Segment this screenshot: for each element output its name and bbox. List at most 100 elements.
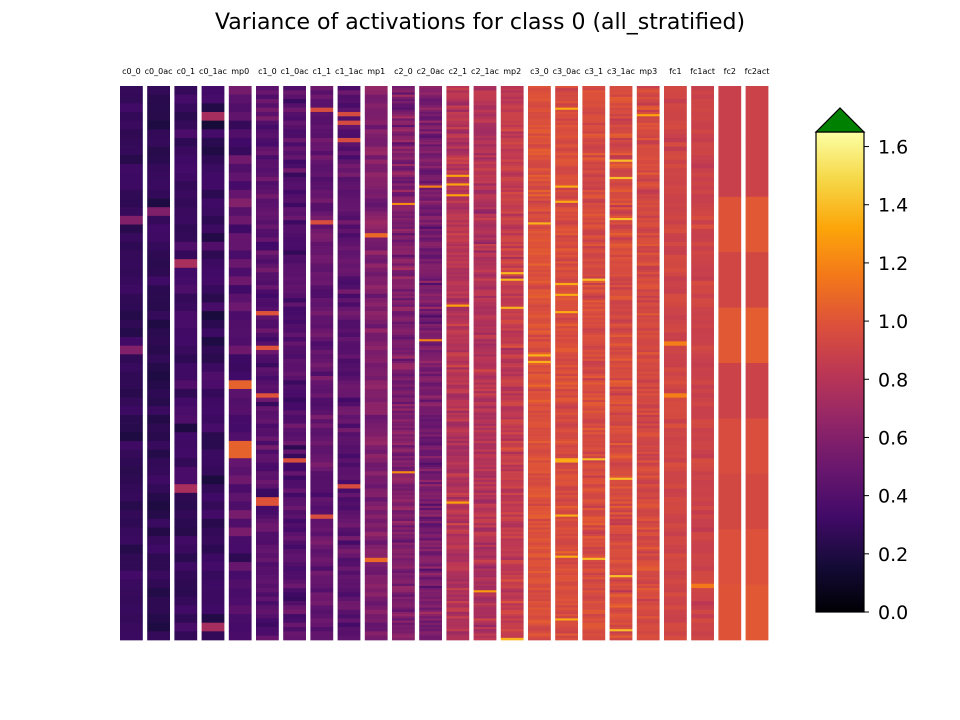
heatmap-cell — [528, 98, 551, 102]
heatmap-cell — [419, 354, 442, 357]
heatmap-cell — [419, 637, 442, 641]
heatmap-cell — [528, 551, 551, 554]
heatmap-cell — [609, 269, 633, 273]
heatmap-cell — [609, 627, 633, 630]
heatmap-cell — [446, 228, 470, 232]
heatmap-cell — [473, 319, 497, 323]
heatmap-cell — [201, 423, 225, 433]
heatmap-cell — [664, 159, 687, 165]
heatmap-cell — [582, 153, 606, 156]
heatmap-cell — [555, 187, 578, 191]
heatmap-cell — [419, 129, 442, 132]
heatmap-cell — [174, 302, 198, 312]
heatmap-cell — [120, 414, 143, 424]
heatmap-cell — [147, 285, 170, 295]
heatmap-cell — [555, 330, 578, 334]
heatmap-cell — [364, 384, 388, 390]
heatmap-cell — [473, 343, 497, 347]
heatmap-cell — [528, 518, 551, 522]
heatmap-cell — [419, 622, 442, 626]
heatmap-cell — [419, 562, 442, 565]
heatmap-cell — [473, 304, 497, 308]
heatmap-cell — [555, 477, 578, 481]
heatmap-cell — [636, 564, 660, 567]
heatmap-cell — [582, 533, 606, 537]
heatmap-cell — [419, 319, 442, 323]
heatmap-cell — [609, 311, 633, 314]
heatmap-cell — [392, 146, 415, 150]
heatmap-cell — [392, 607, 415, 611]
heatmap-cell — [337, 622, 361, 628]
heatmap-cell — [528, 280, 551, 284]
heatmap-cell — [609, 631, 633, 634]
heatmap-cell — [691, 224, 714, 230]
heatmap-cell — [609, 501, 633, 505]
heatmap-cell — [555, 181, 578, 184]
heatmap-cell — [582, 146, 606, 150]
heatmap-cell — [364, 596, 388, 602]
heatmap-cell — [310, 155, 334, 160]
heatmap-cell — [500, 103, 524, 106]
heatmap-cell — [364, 401, 388, 407]
heatmap-cell — [555, 239, 578, 243]
heatmap-cell — [636, 111, 660, 115]
heatmap-cell — [691, 505, 714, 511]
heatmap-cell — [555, 354, 578, 357]
heatmap-cell — [609, 568, 633, 572]
heatmap-cell — [473, 523, 497, 526]
heatmap-cell — [664, 432, 687, 437]
heatmap-cell — [419, 150, 442, 154]
heatmap-cell — [473, 233, 497, 236]
heatmap-cell — [446, 196, 470, 199]
heatmap-cell — [392, 421, 415, 424]
heatmap-cell — [609, 150, 633, 154]
heatmap-cell — [582, 395, 606, 398]
heatmap-cell — [364, 406, 388, 411]
heatmap-cell — [473, 137, 497, 141]
heatmap-cell — [500, 150, 524, 154]
heatmap-cell — [691, 618, 714, 624]
heatmap-cell — [419, 614, 442, 617]
heatmap-cell — [500, 183, 524, 186]
heatmap-cell — [528, 293, 551, 297]
heatmap-cell — [446, 306, 470, 310]
heatmap-cell — [364, 488, 388, 494]
heatmap-cell — [337, 350, 361, 355]
heatmap-cell — [120, 596, 143, 606]
heatmap-cell — [528, 499, 551, 502]
heatmap-cell — [310, 293, 334, 299]
heatmap-cell — [310, 228, 334, 234]
heatmap-cell — [636, 157, 660, 160]
heatmap-cell — [636, 423, 660, 427]
heatmap-cell — [473, 321, 497, 325]
heatmap-cell — [664, 510, 687, 515]
heatmap-cell — [691, 427, 714, 433]
heatmap-cell — [473, 129, 497, 132]
heatmap-cell — [555, 265, 578, 269]
heatmap-cell — [473, 456, 497, 459]
heatmap-cell — [636, 291, 660, 295]
heatmap-cell — [636, 94, 660, 98]
heatmap-cell — [419, 224, 442, 228]
heatmap-cell — [528, 265, 551, 269]
heatmap-cell — [256, 306, 279, 312]
heatmap-cell — [120, 492, 143, 502]
heatmap-cell — [283, 449, 306, 455]
heatmap-cell — [636, 263, 660, 266]
heatmap-cell — [228, 311, 252, 321]
heatmap-cell — [392, 319, 415, 323]
heatmap-cell — [500, 254, 524, 258]
heatmap-cell — [582, 453, 606, 457]
heatmap-cell — [419, 542, 442, 546]
heatmap-cell — [473, 215, 497, 219]
heatmap-cell — [446, 118, 470, 121]
heatmap-cell — [473, 276, 497, 279]
heatmap-cell — [636, 146, 660, 150]
heatmap-cell — [174, 588, 198, 598]
heatmap-cell — [528, 153, 551, 156]
heatmap-cell — [419, 607, 442, 611]
heatmap-cell — [120, 363, 143, 373]
heatmap-cell — [419, 408, 442, 411]
heatmap-cell — [555, 373, 578, 377]
heatmap-cell — [364, 111, 388, 117]
